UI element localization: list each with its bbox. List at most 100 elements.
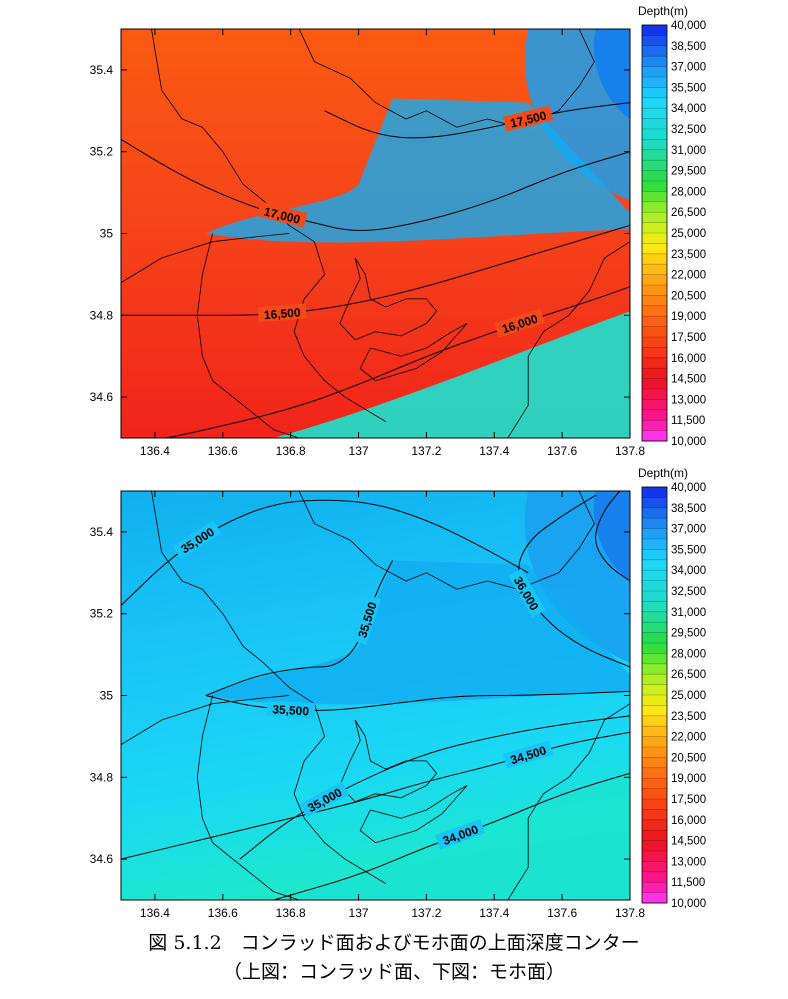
colorbar-band bbox=[642, 747, 667, 758]
colorbar-band bbox=[642, 274, 667, 286]
colorbar-band bbox=[642, 357, 667, 369]
x-tick-label: 136.4 bbox=[140, 444, 170, 458]
boundary-line bbox=[359, 785, 468, 844]
colorbar-band bbox=[642, 295, 667, 307]
colorbar-band bbox=[642, 726, 667, 737]
colorbar-band bbox=[642, 139, 667, 151]
colorbar-label: 37,000 bbox=[671, 62, 706, 74]
x-tick-label: 136.6 bbox=[208, 444, 238, 458]
boundary-line bbox=[298, 29, 595, 128]
colorbar-band bbox=[642, 559, 667, 571]
x-tick-label: 137.8 bbox=[615, 444, 645, 458]
colorbar-label: 10,000 bbox=[671, 898, 706, 910]
colorbar-band bbox=[642, 326, 667, 338]
colorbar-band bbox=[642, 316, 667, 327]
boundary-line bbox=[151, 29, 386, 422]
colorbar-band bbox=[642, 809, 667, 821]
colorbar-band bbox=[642, 243, 667, 255]
boundary-line bbox=[339, 257, 438, 341]
depth-35500-zone bbox=[205, 98, 630, 243]
caption-line-2: （上図：コンラッド面、下図：モホ面） bbox=[222, 961, 565, 983]
colorbar-label: 13,000 bbox=[671, 856, 706, 868]
contour-16000 bbox=[162, 286, 630, 438]
colorbar-band bbox=[642, 368, 667, 379]
colorbar-band bbox=[642, 420, 667, 431]
colorbar-band bbox=[642, 233, 667, 244]
contour-36500 bbox=[595, 491, 630, 582]
shallow-zone bbox=[273, 773, 630, 900]
colorbar-label: 17,500 bbox=[671, 794, 706, 806]
deepest-zone bbox=[593, 29, 630, 119]
colorbar-band bbox=[642, 528, 667, 540]
colorbar-band bbox=[642, 129, 667, 140]
shallow-zone bbox=[273, 311, 630, 438]
colorbar-band bbox=[642, 705, 667, 717]
colorbar-title: Depth(m) bbox=[638, 4, 688, 18]
colorbar-band bbox=[642, 118, 667, 130]
colorbar-label: 23,500 bbox=[671, 711, 706, 723]
colorbar-label: 20,500 bbox=[671, 290, 706, 302]
colorbar-band bbox=[642, 861, 667, 873]
colorbar-band bbox=[642, 487, 667, 498]
boundary-line bbox=[298, 491, 595, 590]
colorbar-band bbox=[642, 25, 667, 36]
colorbar-band bbox=[642, 97, 667, 109]
contour-35000 bbox=[239, 715, 630, 860]
y-tick-label: 35.4 bbox=[90, 525, 114, 539]
colorbar-label: 17,500 bbox=[671, 332, 706, 344]
colorbar-label: 19,000 bbox=[671, 311, 706, 323]
colorbar-band bbox=[642, 570, 667, 581]
colorbar-band bbox=[642, 788, 667, 800]
colorbar-label: 13,000 bbox=[671, 394, 706, 406]
colorbar-label: 35,500 bbox=[671, 82, 706, 94]
y-tick-label: 35.2 bbox=[90, 145, 114, 159]
colorbar-band bbox=[642, 409, 667, 421]
colorbar: Depth(m) 40,000 38,500 37,000 35,500 34,000 32… bbox=[638, 4, 706, 448]
x-tick-label: 136.8 bbox=[276, 444, 306, 458]
colorbar-band bbox=[642, 285, 667, 296]
colorbar-band bbox=[642, 149, 667, 161]
colorbar-band bbox=[642, 430, 667, 442]
y-tick-label: 35 bbox=[100, 227, 114, 241]
colorbar-band bbox=[642, 757, 667, 769]
colorbar-label: 38,500 bbox=[671, 503, 706, 515]
colorbar-band bbox=[642, 222, 667, 234]
y-tick-label: 34.8 bbox=[90, 770, 114, 784]
y-tick-label: 35.4 bbox=[90, 63, 114, 77]
colorbar-label: 32,500 bbox=[671, 586, 706, 598]
colorbar-label: 31,000 bbox=[671, 607, 706, 619]
boundary-line bbox=[339, 719, 438, 803]
colorbar-label: 14,500 bbox=[671, 374, 706, 386]
colorbar-band bbox=[642, 840, 667, 852]
colorbar-band bbox=[642, 767, 667, 779]
colorbar-band bbox=[642, 170, 667, 182]
colorbar-label: 26,500 bbox=[671, 207, 706, 219]
colorbar-band bbox=[642, 882, 667, 893]
colorbar-band bbox=[642, 819, 667, 831]
x-tick-label: 136.6 bbox=[208, 906, 238, 920]
colorbar-band bbox=[642, 549, 667, 561]
colorbar-band bbox=[642, 591, 667, 602]
contour-17000 bbox=[121, 138, 630, 231]
caption-line-1: 図 5.1.2 コンラッド面およびモホ面の上面深度コンター bbox=[148, 932, 640, 954]
colorbar-band bbox=[642, 191, 667, 203]
x-tick-label: 137.6 bbox=[547, 906, 577, 920]
colorbar-band bbox=[642, 653, 667, 665]
x-tick-label: 137.4 bbox=[479, 906, 509, 920]
colorbar-label: 11,500 bbox=[671, 415, 705, 427]
x-tick-label: 137 bbox=[349, 444, 369, 458]
colorbar-band bbox=[642, 830, 667, 841]
colorbar-label: 34,000 bbox=[671, 565, 706, 577]
colorbar-band bbox=[642, 663, 667, 675]
colorbar-band bbox=[642, 871, 667, 883]
y-tick-label: 34.8 bbox=[90, 308, 114, 322]
boundary-line bbox=[121, 695, 290, 745]
colorbar-band bbox=[642, 684, 667, 696]
colorbar-band bbox=[642, 643, 667, 654]
colorbar-band bbox=[642, 497, 667, 509]
colorbar-label: 26,500 bbox=[671, 669, 706, 681]
colorbar-label: 25,000 bbox=[671, 228, 706, 240]
contour-34000 bbox=[273, 772, 630, 900]
colorbar-label: 14,500 bbox=[671, 836, 706, 848]
